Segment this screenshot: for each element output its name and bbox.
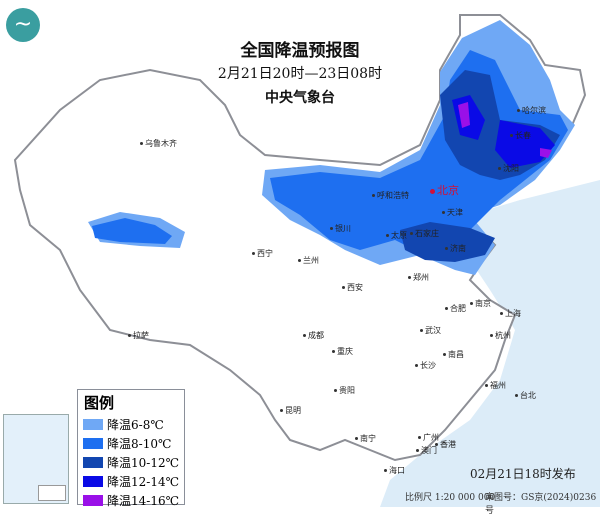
city-label: 海口 <box>384 465 405 476</box>
city-label: 拉萨 <box>128 330 149 341</box>
city-label: 长春 <box>510 130 531 141</box>
city-label: 兰州 <box>298 255 319 266</box>
city-label: 长沙 <box>415 360 436 371</box>
review-number: 审图号：GS京(2024)0236号 <box>485 493 597 516</box>
legend-item: 降温8-10℃ <box>83 434 184 453</box>
city-label: 哈尔滨 <box>517 105 546 116</box>
inset-scale-box <box>38 485 66 501</box>
city-label: 昆明 <box>280 405 301 416</box>
city-label: 太原 <box>386 230 407 241</box>
area-8-10-west <box>92 218 172 244</box>
city-label: 天津 <box>442 207 463 218</box>
legend-title: 图例 <box>84 394 115 412</box>
city-label: 西宁 <box>252 248 273 259</box>
issuer: 中央气象台 <box>265 90 335 106</box>
cma-logo: ~ <box>6 8 40 42</box>
city-label: 南京 <box>470 298 491 309</box>
city-label: 呼和浩特 <box>372 190 409 201</box>
city-label: 西安 <box>342 282 363 293</box>
city-label: 广州 <box>418 432 439 443</box>
legend-swatch <box>83 438 103 449</box>
legend-label: 降温10-12℃ <box>107 456 180 470</box>
legend: 图例 降温6-8℃ 降温8-10℃ 降温10-12℃ 降温12-14℃ 降温14… <box>77 389 185 508</box>
city-label: 合肥 <box>445 303 466 314</box>
legend-item: 降温6-8℃ <box>83 415 184 434</box>
forecast-period: 2月21日20时—23日08时 <box>217 66 383 82</box>
legend-label: 降温8-10℃ <box>107 437 172 451</box>
publish-time: 02月21日18时发布 <box>470 467 576 481</box>
legend-swatch <box>83 476 103 487</box>
legend-swatch <box>83 419 103 430</box>
south-china-sea-inset <box>3 414 69 504</box>
east-sea <box>380 180 600 507</box>
city-label: 杭州 <box>490 330 511 341</box>
area-14-16 <box>458 102 552 158</box>
city-label: 南宁 <box>355 433 376 444</box>
map-title: 全国降温预报图 <box>240 41 360 61</box>
legend-swatch <box>83 495 103 506</box>
city-label: 贵阳 <box>334 385 355 396</box>
city-label: 成都 <box>303 330 324 341</box>
city-label-capital: 北京 <box>430 182 459 198</box>
legend-label: 降温12-14℃ <box>107 475 180 489</box>
legend-swatch <box>83 457 103 468</box>
city-label: 香港 <box>435 439 456 450</box>
city-label: 上海 <box>500 308 521 319</box>
city-label: 武汉 <box>420 325 441 336</box>
area-12-14 <box>452 95 555 168</box>
city-label: 石家庄 <box>410 228 439 239</box>
legend-item: 降温10-12℃ <box>83 453 184 472</box>
city-label: 沈阳 <box>498 163 519 174</box>
city-label: 重庆 <box>332 346 353 357</box>
legend-item: 降温14-16℃ <box>83 491 184 510</box>
legend-label: 降温6-8℃ <box>107 418 164 432</box>
legend-item: 降温12-14℃ <box>83 472 184 491</box>
city-label: 银川 <box>330 223 351 234</box>
city-label: 济南 <box>445 243 466 254</box>
city-label: 郑州 <box>408 272 429 283</box>
city-label: 澳门 <box>416 445 437 456</box>
city-label: 福州 <box>485 380 506 391</box>
city-label: 乌鲁木齐 <box>140 138 177 149</box>
legend-label: 降温14-16℃ <box>107 494 180 508</box>
city-label: 南昌 <box>443 349 464 360</box>
map-scale: 比例尺 1:20 000 000 <box>405 493 496 503</box>
city-label: 台北 <box>515 390 536 401</box>
